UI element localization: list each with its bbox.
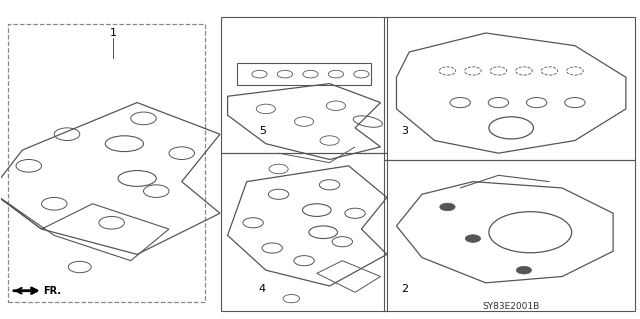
Text: 1: 1 (109, 28, 116, 38)
Circle shape (440, 203, 455, 211)
Text: 4: 4 (259, 284, 266, 294)
Circle shape (516, 266, 532, 274)
Circle shape (465, 235, 481, 242)
Text: 3: 3 (401, 126, 408, 136)
Text: SY83E2001B: SY83E2001B (483, 302, 540, 311)
Text: FR.: FR. (43, 286, 61, 296)
Text: 5: 5 (259, 126, 266, 136)
Text: 2: 2 (401, 284, 408, 294)
